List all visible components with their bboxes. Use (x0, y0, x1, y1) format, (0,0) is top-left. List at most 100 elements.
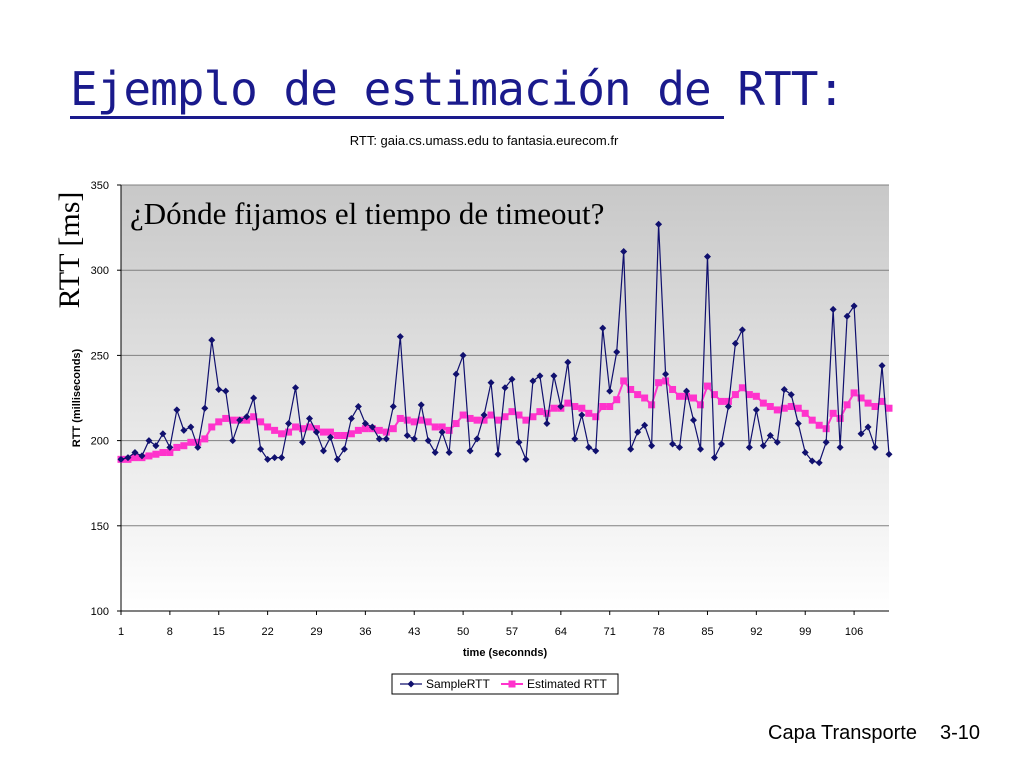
data-point-estimated-rtt (285, 428, 293, 436)
data-point-estimated-rtt (431, 423, 439, 431)
y-tick-label: 150 (91, 521, 109, 533)
y-tick-label: 100 (91, 606, 109, 618)
data-point-samplertt (690, 416, 698, 424)
data-point-samplertt (801, 449, 809, 457)
data-point-samplertt (138, 452, 146, 460)
data-point-samplertt (271, 454, 279, 462)
data-point-samplertt (571, 435, 579, 443)
data-point-samplertt (424, 437, 432, 445)
data-point-estimated-rtt (703, 382, 711, 390)
data-point-samplertt (648, 442, 656, 450)
data-point-samplertt (487, 379, 495, 387)
data-point-estimated-rtt (257, 418, 265, 426)
data-point-samplertt (857, 430, 865, 438)
data-point-estimated-rtt (634, 391, 642, 399)
data-point-samplertt (543, 420, 551, 428)
data-point-samplertt (417, 401, 425, 409)
data-point-estimated-rtt (452, 420, 460, 428)
data-point-samplertt (382, 435, 390, 443)
data-point-estimated-rtt (131, 454, 139, 462)
data-point-estimated-rtt (250, 413, 258, 421)
data-point-estimated-rtt (787, 403, 795, 411)
data-point-samplertt (208, 336, 216, 344)
data-point-samplertt (264, 455, 272, 463)
data-point-samplertt (787, 391, 795, 399)
data-point-estimated-rtt (773, 406, 781, 414)
data-point-samplertt (375, 435, 383, 443)
legend-label-estimated-rtt: Estimated RTT (527, 677, 607, 691)
data-point-samplertt (285, 420, 293, 428)
legend: SampleRTT Estimated RTT (391, 673, 619, 695)
data-point-estimated-rtt (180, 442, 188, 450)
data-point-estimated-rtt (669, 385, 677, 393)
data-point-samplertt (885, 450, 893, 458)
data-point-samplertt (822, 438, 830, 446)
data-point-estimated-rtt (375, 426, 383, 434)
x-tick-label: 1 (118, 626, 124, 638)
slide-title: Ejemplo de estimación de RTT: (70, 62, 845, 116)
data-point-estimated-rtt (857, 394, 865, 402)
page-number: 3-10 (940, 722, 981, 744)
data-point-samplertt (117, 455, 125, 463)
data-point-estimated-rtt (340, 431, 348, 439)
data-point-estimated-rtt (829, 409, 837, 417)
data-point-samplertt (529, 377, 537, 385)
data-point-estimated-rtt (690, 394, 698, 402)
data-point-estimated-rtt (564, 399, 572, 407)
x-tick-label: 78 (652, 626, 664, 638)
data-point-estimated-rtt (515, 411, 523, 419)
data-point-estimated-rtt (424, 418, 432, 426)
data-point-samplertt (703, 253, 711, 261)
data-point-samplertt (166, 443, 174, 451)
data-point-estimated-rtt (459, 411, 467, 419)
data-point-estimated-rtt (306, 423, 314, 431)
footer-section: Capa Transporte (768, 722, 917, 744)
data-point-samplertt (312, 428, 320, 436)
data-point-estimated-rtt (655, 379, 663, 387)
data-point-estimated-rtt (752, 392, 760, 400)
data-point-samplertt (278, 454, 286, 462)
data-point-estimated-rtt (215, 418, 223, 426)
data-point-samplertt (445, 449, 453, 457)
data-point-samplertt (187, 423, 195, 431)
data-point-estimated-rtt (606, 403, 614, 411)
legend-marker-estimated-rtt (508, 680, 516, 688)
data-point-samplertt (306, 414, 314, 422)
data-point-samplertt (871, 443, 879, 451)
data-point-samplertt (431, 449, 439, 457)
data-point-estimated-rtt (292, 423, 300, 431)
data-point-estimated-rtt (878, 397, 886, 405)
y-tick-label: 300 (91, 265, 109, 277)
data-point-estimated-rtt (152, 450, 160, 458)
data-point-samplertt (340, 445, 348, 453)
data-point-samplertt (627, 445, 635, 453)
data-point-samplertt (215, 385, 223, 393)
x-tick-label: 22 (261, 626, 273, 638)
plot-area (121, 185, 889, 611)
data-point-estimated-rtt (662, 377, 670, 385)
data-point-estimated-rtt (641, 394, 649, 402)
data-point-estimated-rtt (613, 396, 621, 404)
data-point-estimated-rtt (438, 423, 446, 431)
data-point-estimated-rtt (403, 416, 411, 424)
data-point-samplertt (473, 435, 481, 443)
data-point-samplertt (676, 443, 684, 451)
data-point-samplertt (145, 437, 153, 445)
data-point-samplertt (710, 454, 718, 462)
data-point-estimated-rtt (571, 403, 579, 411)
data-point-estimated-rtt (319, 428, 327, 436)
data-point-estimated-rtt (264, 423, 272, 431)
x-tick-label: 50 (457, 626, 469, 638)
data-point-samplertt (466, 447, 474, 455)
data-point-samplertt (501, 384, 509, 392)
data-point-estimated-rtt (738, 384, 746, 392)
data-point-estimated-rtt (620, 377, 628, 385)
data-point-estimated-rtt (326, 428, 334, 436)
data-point-samplertt (634, 428, 642, 436)
series-samplertt (117, 220, 893, 467)
data-point-estimated-rtt (843, 401, 851, 409)
data-point-samplertt (180, 426, 188, 434)
x-tick-label: 8 (167, 626, 173, 638)
data-point-estimated-rtt (745, 391, 753, 399)
data-point-samplertt (745, 443, 753, 451)
